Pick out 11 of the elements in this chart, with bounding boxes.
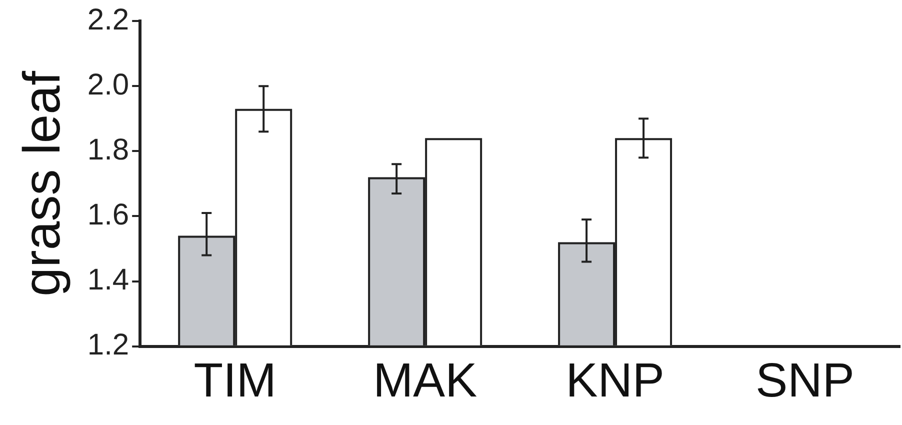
y-tick-label: 1.4 — [87, 264, 130, 297]
x-tick-label: MAK — [373, 354, 478, 408]
y-tick-label: 1.6 — [87, 198, 130, 232]
y-tick-label: 1.8 — [87, 133, 130, 166]
x-tick-label: SNP — [756, 354, 854, 408]
x-tick-label: KNP — [566, 354, 664, 408]
y-tick-label: 2.2 — [87, 3, 130, 36]
y-tick-label: 2.0 — [87, 68, 130, 102]
x-tick-label: TIM — [194, 354, 276, 408]
y-tick-label: 1.2 — [87, 328, 130, 362]
y-axis-title: grass leaf — [14, 70, 72, 296]
